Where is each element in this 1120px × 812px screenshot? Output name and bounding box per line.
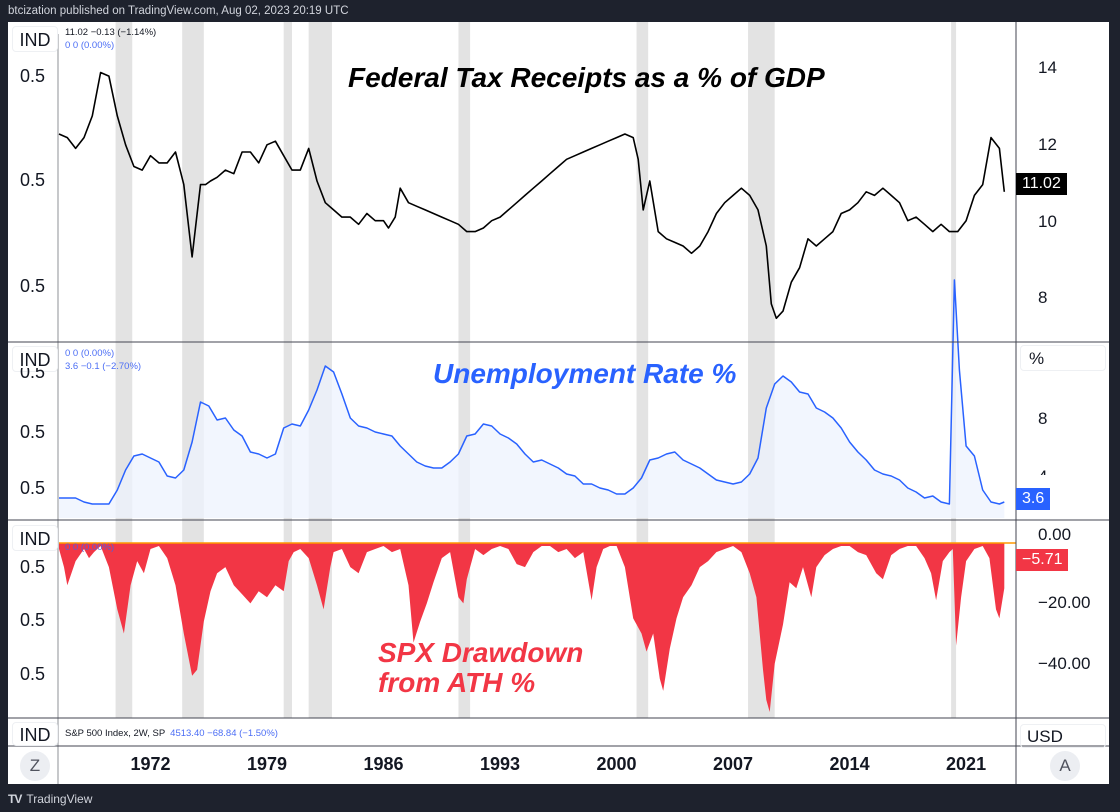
tax-legend: 11.02 −0.13 (−1.14%) 0 0 (0.00%) — [65, 26, 156, 52]
spx-legend-values: 4513.40 −68.84 (−1.50%) — [170, 728, 278, 739]
auto-scale-a-button[interactable]: A — [1050, 751, 1080, 781]
time-axis-tick: 2021 — [946, 754, 987, 774]
time-axis-tick: 2000 — [596, 754, 637, 774]
drawdown-last-price-tag: −5.71 — [1016, 549, 1069, 571]
left-tick: 0.5 — [20, 664, 46, 684]
spx-symbol-name[interactable]: S&P 500 Index, 2W, SP — [65, 728, 166, 739]
recession-band — [636, 22, 649, 718]
right-tick: 8 — [1038, 409, 1048, 428]
left-tick: 0.5 — [20, 422, 46, 442]
pane-unemployment-label[interactable]: IND — [12, 346, 58, 372]
unemployment-legend-values: 3.6 −0.1 (−2.70%) — [65, 361, 142, 372]
tradingview-logo-icon: TV — [8, 792, 22, 806]
pane-drawdown-label[interactable]: IND — [12, 525, 58, 551]
time-axis-tick: 1993 — [480, 754, 521, 774]
tax-legend-values: 11.02 −0.13 (−1.14%) — [65, 27, 157, 38]
time-axis-tick: 2014 — [829, 754, 870, 774]
spx-legend: S&P 500 Index, 2W, SP 4513.40 −68.84 (−1… — [65, 727, 278, 740]
unemployment-pane-plot — [59, 279, 1005, 518]
drawdown-legend-values: 0 0 (0.00%) — [65, 542, 115, 553]
right-tick: −20.00 — [1038, 593, 1091, 612]
drawdown-legend: 0 0 (0.00%) — [65, 541, 114, 554]
left-tick: 0.5 — [20, 362, 46, 382]
right-tick: 4 — [1038, 467, 1048, 486]
right-tick: 10 — [1038, 212, 1057, 231]
drawdown-area-fill — [59, 543, 1005, 712]
spx-currency-label[interactable]: USD — [1020, 724, 1106, 748]
footer: TV TradingView — [8, 788, 92, 810]
time-axis-tick: 1979 — [247, 754, 288, 774]
time-axis-tick: 2007 — [713, 754, 754, 774]
drawdown-chart-title: SPX Drawdown from ATH % — [378, 638, 583, 698]
unemployment-legend: 0 0 (0.00%) 3.6 −0.1 (−2.70%) — [65, 347, 141, 373]
right-tick: 14 — [1038, 58, 1057, 77]
unemployment-last-price-tag: 3.6 — [1016, 488, 1051, 510]
left-tick: 0.5 — [20, 478, 46, 498]
left-tick: 0.5 — [20, 66, 46, 86]
chart-frame: IND 11.02 −0.13 (−1.14%) 0 0 (0.00%) Fed… — [8, 22, 1109, 784]
recession-band — [458, 22, 471, 718]
footer-brand: TradingView — [26, 792, 93, 806]
drawdown-pane-plot — [59, 542, 1016, 712]
tax-pane-plot — [58, 71, 1006, 320]
left-tick: 0.5 — [20, 610, 46, 630]
right-tick: 12 — [1038, 135, 1057, 154]
tax-last-price-tag: 11.02 — [1016, 173, 1067, 195]
time-axis-tick: 1986 — [363, 754, 404, 774]
time-axis-tick: 1972 — [130, 754, 171, 774]
drawdown-title-line2: from ATH % — [378, 667, 536, 698]
unemployment-legend-secondary: 0 0 (0.00%) — [65, 348, 115, 359]
pane-tax-label[interactable]: IND — [12, 26, 58, 52]
drawdown-title-line1: SPX Drawdown — [378, 637, 584, 668]
unemployment-chart-title: Unemployment Rate % — [433, 358, 737, 389]
left-tick: 0.5 — [20, 170, 46, 190]
unemployment-series-line — [59, 279, 1005, 505]
unemployment-unit-label[interactable]: % — [1020, 345, 1106, 371]
tax-chart-title: Federal Tax Receipts as a % of GDP — [348, 62, 825, 93]
right-tick: 0.00 — [1038, 525, 1072, 544]
right-tick: 8 — [1038, 288, 1048, 307]
tax-series-line — [58, 71, 1006, 320]
right-tick: −40.00 — [1038, 654, 1091, 673]
publisher-line: btcization published on TradingView.com,… — [8, 5, 349, 17]
recession-band — [283, 22, 293, 718]
tax-legend-secondary: 0 0 (0.00%) — [65, 40, 115, 51]
pane-spx-label[interactable]: IND — [12, 722, 58, 746]
left-tick: 0.5 — [20, 557, 46, 577]
left-tick: 0.5 — [20, 276, 46, 296]
unemployment-area-fill — [59, 280, 1005, 518]
auto-scale-z-button[interactable]: Z — [20, 751, 50, 781]
chart-canvas[interactable] — [8, 22, 1109, 784]
